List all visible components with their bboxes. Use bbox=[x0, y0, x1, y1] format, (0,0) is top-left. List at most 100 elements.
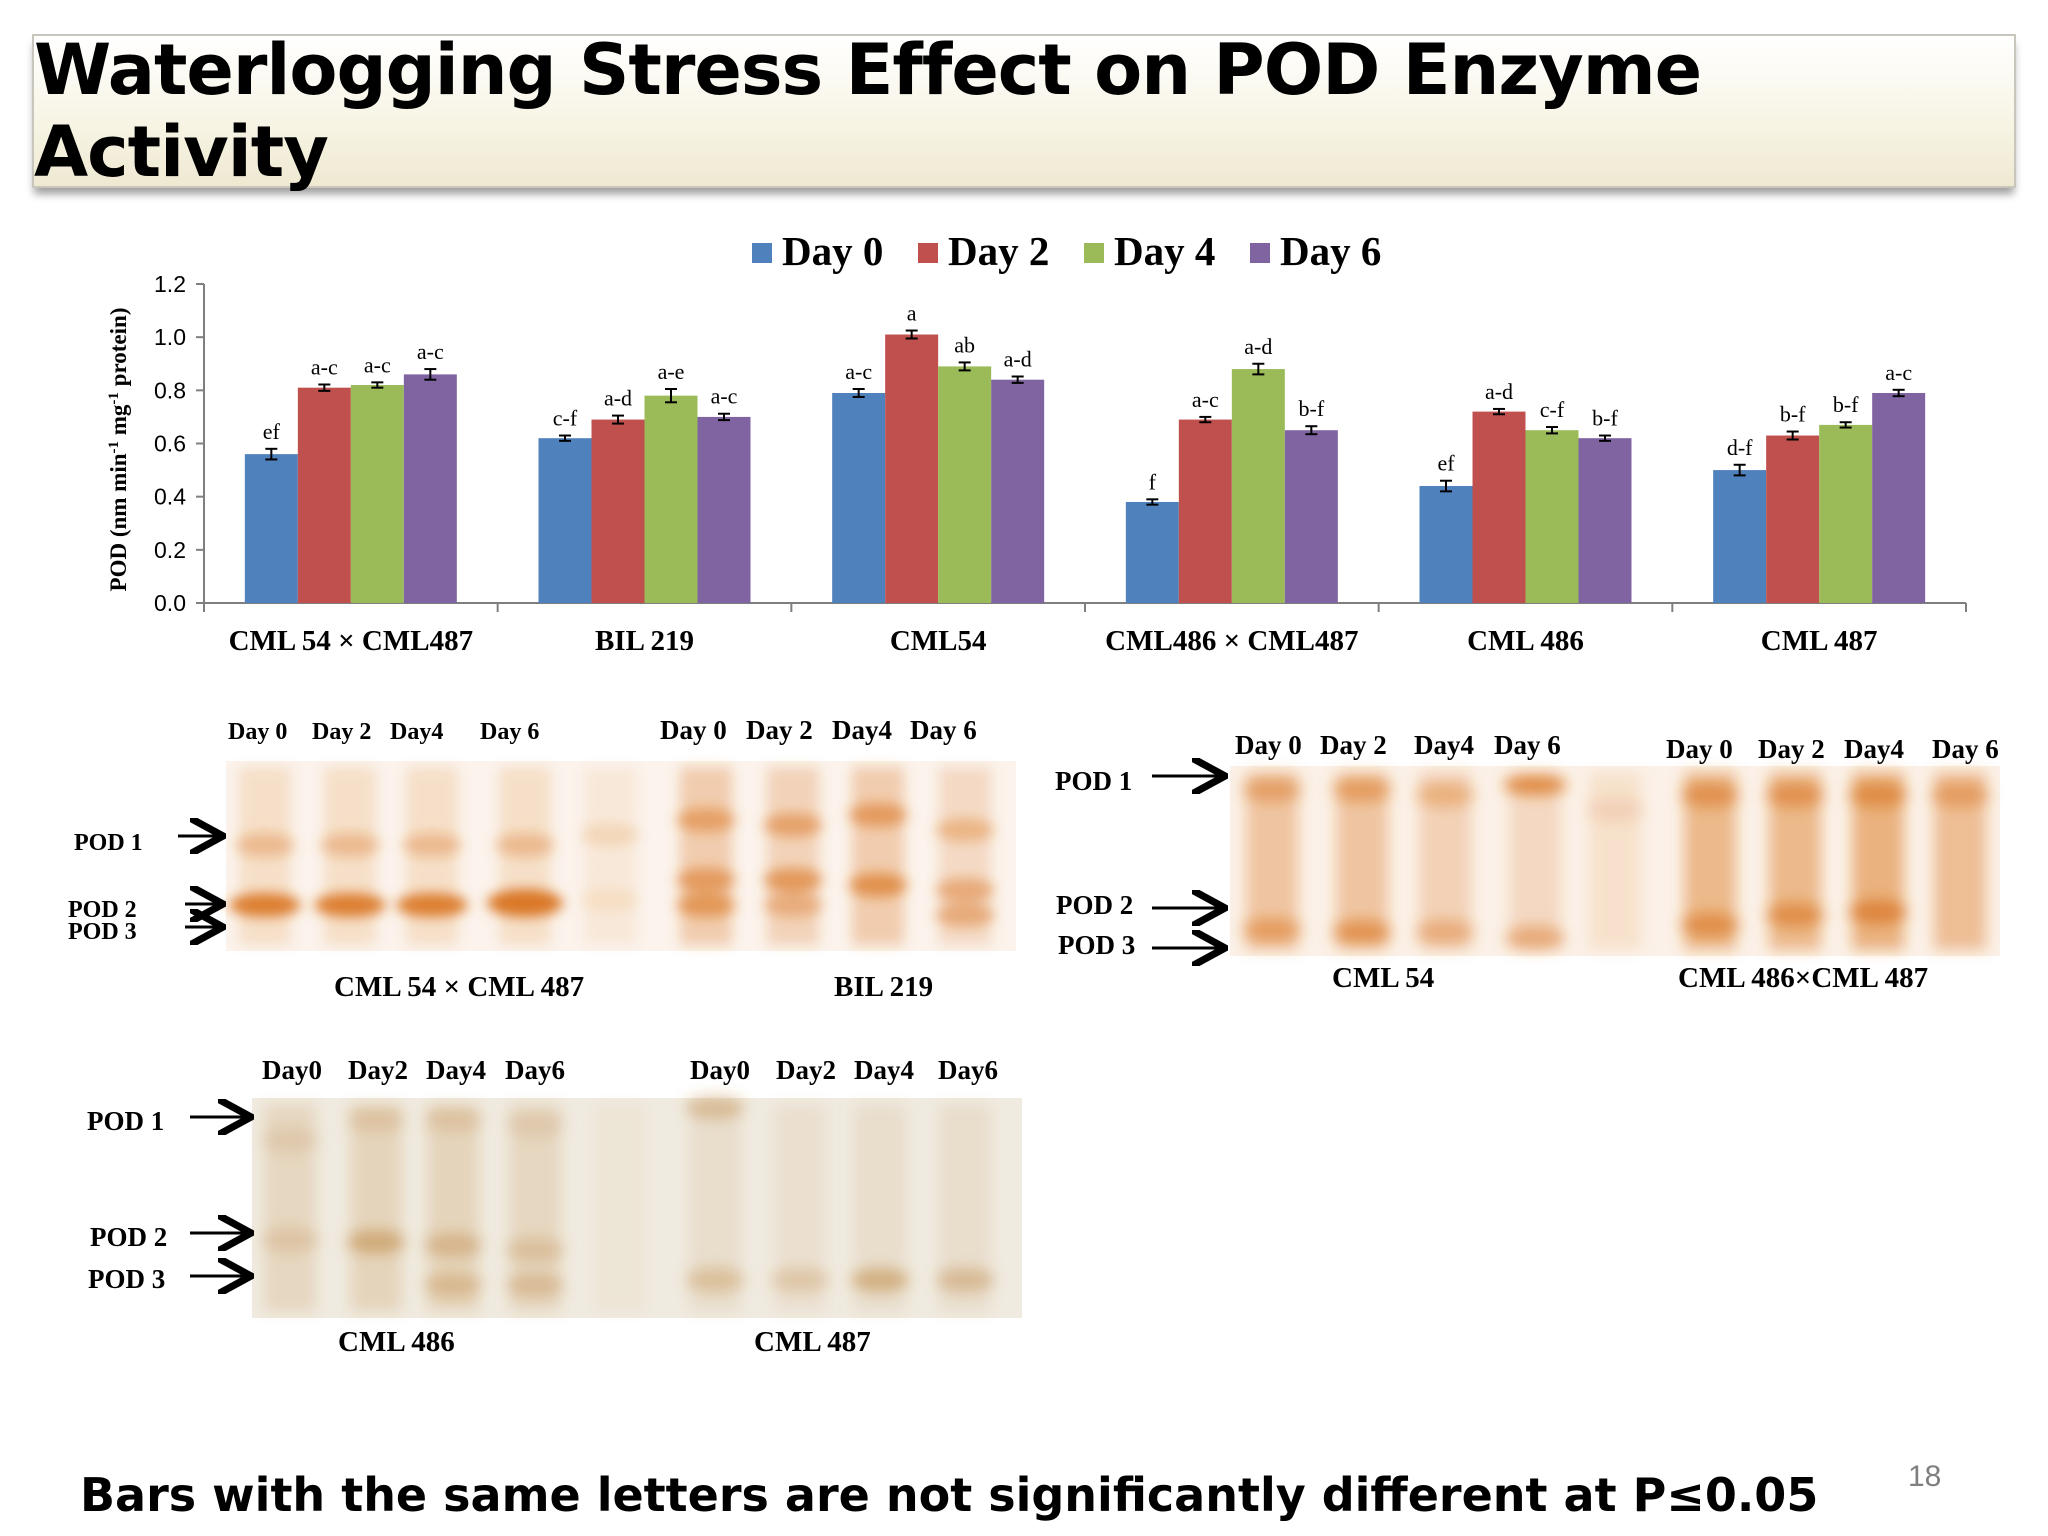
gel1-day-label-a0: Day 0 bbox=[228, 719, 288, 745]
gel3-day-label-b0: Day0 bbox=[690, 1055, 750, 1085]
y-tick-label: 1.2 bbox=[154, 271, 186, 297]
legend-entry: Day 0 bbox=[782, 228, 883, 274]
significance-letter: b-f bbox=[1780, 402, 1806, 427]
legend-swatch bbox=[918, 243, 938, 263]
title-banner: Waterlogging Stress Effect on POD Enzyme… bbox=[32, 29, 2016, 193]
gel1-band-label-3: POD 3 bbox=[68, 919, 137, 945]
gel-cml54x487-bil219: Day 0 Day 2 Day4 Day 6 Day 0 Day 2 Day4 … bbox=[60, 705, 1020, 1025]
legend-entry: Day 4 bbox=[1114, 228, 1215, 274]
bar-day2 bbox=[885, 334, 939, 603]
legend-entry: Day 2 bbox=[948, 228, 1049, 274]
gel1-band-label-2: POD 2 bbox=[68, 897, 137, 923]
y-tick-label: 0.4 bbox=[154, 484, 186, 510]
gel3-day-label-a1: Day2 bbox=[348, 1055, 408, 1085]
x-category-label: CML 54 × CML487 bbox=[229, 625, 474, 657]
significance-letter: a-d bbox=[1244, 334, 1272, 359]
gel1-day-label-a3: Day 6 bbox=[480, 719, 540, 745]
y-tick-label: 0.8 bbox=[154, 377, 186, 403]
bar-day2 bbox=[1178, 419, 1232, 603]
bar-day0 bbox=[1125, 501, 1179, 603]
bar-day6 bbox=[1578, 438, 1632, 603]
page-number: 18 bbox=[1908, 1460, 1942, 1493]
gel2-band-label-3: POD 3 bbox=[1058, 930, 1136, 960]
significance-letter: c-f bbox=[1540, 397, 1565, 422]
y-tick-label: 0.6 bbox=[154, 431, 186, 457]
legend-swatch bbox=[1084, 243, 1104, 263]
y-tick-label: 1.0 bbox=[154, 324, 186, 350]
gel1-caption-a: CML 54 × CML 487 bbox=[334, 971, 585, 1003]
gel2-caption-a: CML 54 bbox=[1332, 962, 1435, 994]
bar-day2 bbox=[591, 419, 645, 603]
significance-note: Bars with the same letters are not signi… bbox=[80, 1468, 1819, 1522]
significance-letter: a-c bbox=[711, 384, 738, 409]
x-category-label: CML486 × CML487 bbox=[1105, 625, 1358, 657]
x-category-label: CML54 bbox=[890, 625, 987, 657]
gel3-band-label-2: POD 2 bbox=[90, 1222, 168, 1252]
legend-entry: Day 6 bbox=[1280, 228, 1381, 274]
gel1-day-label-b1: Day 2 bbox=[746, 715, 813, 745]
gel3-day-label-b3: Day6 bbox=[938, 1055, 998, 1085]
gel1-caption-b: BIL 219 bbox=[834, 971, 934, 1003]
y-tick-label: 0.0 bbox=[154, 590, 186, 616]
bar-day2 bbox=[1472, 411, 1526, 603]
y-axis-label: POD (nm min-1 mg-1 protein) bbox=[106, 308, 131, 592]
significance-letter: f bbox=[1149, 469, 1157, 494]
gel2-day-label-a1: Day 2 bbox=[1320, 730, 1387, 760]
bar-day4 bbox=[644, 395, 698, 603]
gel1-image bbox=[178, 761, 1016, 951]
significance-letter: ef bbox=[1437, 451, 1455, 476]
significance-letter: a bbox=[907, 301, 917, 326]
gel3-day-label-b1: Day2 bbox=[776, 1055, 836, 1085]
gel1-band-label-1: POD 1 bbox=[74, 830, 143, 856]
gel3-day-label-b2: Day4 bbox=[854, 1055, 914, 1085]
gel2-band-label-2: POD 2 bbox=[1056, 890, 1134, 920]
significance-letter: a-e bbox=[658, 359, 685, 384]
bar-day4 bbox=[350, 385, 404, 603]
significance-letter: b-f bbox=[1299, 396, 1325, 421]
bar-day6 bbox=[991, 379, 1045, 603]
bar-day0 bbox=[244, 454, 298, 603]
gel3-band-label-3: POD 3 bbox=[88, 1264, 166, 1294]
gel2-day-label-b1: Day 2 bbox=[1758, 734, 1825, 764]
x-category-label: BIL 219 bbox=[595, 625, 694, 657]
x-category-label: CML 486 bbox=[1467, 625, 1584, 657]
gel3-caption-a: CML 486 bbox=[338, 1326, 455, 1358]
gel3-caption-b: CML 487 bbox=[754, 1326, 871, 1358]
legend-swatch bbox=[752, 243, 772, 263]
significance-letter: a-c bbox=[311, 354, 338, 379]
significance-letter: a-c bbox=[417, 339, 444, 364]
gel1-day-label-a2: Day4 bbox=[390, 719, 444, 745]
x-category-label: CML 487 bbox=[1761, 625, 1878, 657]
bar-day4 bbox=[938, 366, 992, 603]
significance-letter: a-c bbox=[364, 352, 391, 377]
significance-letter: a-d bbox=[1004, 347, 1032, 372]
gel1-day-label-b2: Day4 bbox=[832, 715, 892, 745]
significance-letter: ef bbox=[263, 419, 281, 444]
bar-day6 bbox=[1284, 430, 1338, 603]
gel2-band-label-1: POD 1 bbox=[1055, 766, 1133, 796]
bar-day4 bbox=[1525, 430, 1579, 603]
significance-letter: b-f bbox=[1833, 392, 1859, 417]
significance-letter: d-f bbox=[1727, 435, 1753, 460]
gel-cml486-cml487: Day0 Day2 Day4 Day6 Day0 Day2 Day4 Day6 … bbox=[60, 1040, 1040, 1380]
legend-swatch bbox=[1250, 243, 1270, 263]
significance-letter: a-c bbox=[1885, 360, 1912, 385]
gel3-day-label-a0: Day0 bbox=[262, 1055, 322, 1085]
gel3-day-label-a2: Day4 bbox=[426, 1055, 486, 1085]
bar-day4 bbox=[1819, 424, 1873, 603]
y-tick-label: 0.2 bbox=[154, 537, 186, 563]
gel2-day-label-b3: Day 6 bbox=[1932, 734, 1999, 764]
gel2-image bbox=[1152, 720, 2000, 1010]
gel2-day-label-a2: Day4 bbox=[1414, 730, 1474, 760]
gel1-day-label-b3: Day 6 bbox=[910, 715, 977, 745]
bar-day2 bbox=[1766, 435, 1820, 603]
gel3-day-label-a3: Day6 bbox=[505, 1055, 565, 1085]
significance-letter: a-c bbox=[1192, 387, 1219, 412]
bar-day0 bbox=[1713, 470, 1767, 603]
gel3-image bbox=[190, 1095, 1022, 1318]
bar-day0 bbox=[1419, 486, 1473, 603]
gel1-day-label-a1: Day 2 bbox=[312, 719, 372, 745]
gel3-band-label-1: POD 1 bbox=[87, 1106, 165, 1136]
pod-bar-chart: 0.0 0.2 0.4 0.6 0.8 1.0 1.2 POD (nm min-1 mg-1 … bbox=[106, 228, 1967, 657]
significance-letter: a-d bbox=[1485, 379, 1513, 404]
